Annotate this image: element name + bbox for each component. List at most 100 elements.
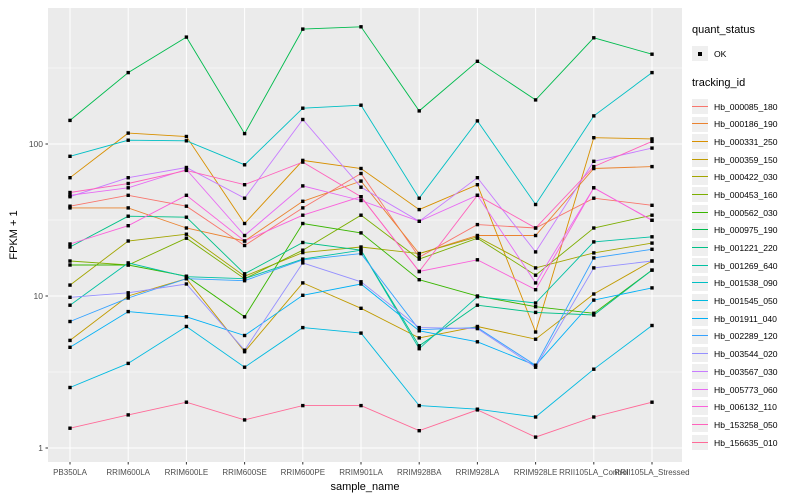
data-point: [592, 240, 596, 244]
data-point: [592, 367, 596, 371]
legend-item: Hb_153258_050: [692, 416, 798, 434]
data-point: [359, 171, 363, 176]
data-point: [650, 203, 654, 207]
legend-key-swatch: [692, 258, 708, 274]
data-point: [533, 363, 538, 367]
legend-line-icon: [692, 441, 708, 443]
data-point: [359, 282, 363, 286]
data-point: [475, 183, 480, 187]
data-point: [533, 415, 538, 419]
data-point: [126, 291, 130, 295]
legend-item-label: Hb_005773_060: [714, 384, 778, 395]
data-point: [533, 288, 538, 292]
data-point: [301, 258, 305, 262]
legend-key-swatch: [692, 399, 708, 415]
legend-quant-status: quant_status OK: [692, 24, 798, 63]
data-point: [301, 248, 305, 252]
data-point: [359, 245, 363, 249]
data-point: [68, 385, 72, 390]
data-point: [417, 269, 421, 274]
data-point: [417, 347, 421, 351]
data-point: [301, 261, 305, 265]
data-point: [184, 215, 189, 219]
data-point: [68, 319, 72, 324]
data-point: [359, 306, 363, 310]
data-point: [242, 279, 247, 283]
x-tick-label: RRII105LA_Control: [559, 468, 629, 477]
data-point: [242, 277, 247, 281]
data-point: [126, 361, 130, 366]
data-point: [592, 226, 596, 230]
legend-item-ok: OK: [692, 45, 798, 63]
data-point: [650, 218, 654, 222]
data-point: [475, 176, 480, 180]
data-point: [301, 199, 305, 203]
legend-item-label: OK: [714, 48, 727, 59]
data-point: [242, 272, 247, 276]
data-point: [359, 166, 363, 171]
data-point: [126, 263, 130, 267]
data-point: [417, 429, 421, 433]
legend-item: Hb_000422_030: [692, 168, 798, 186]
data-point: [533, 250, 538, 254]
data-point: [650, 241, 654, 245]
data-point: [68, 345, 72, 349]
data-point: [68, 154, 72, 158]
data-point: [417, 403, 421, 408]
data-point: [650, 137, 654, 141]
legend-item-label: Hb_000331_250: [714, 136, 778, 147]
data-point: [417, 207, 421, 212]
data-point: [242, 196, 247, 200]
data-point: [592, 266, 596, 270]
legend-item-label: Hb_001545_050: [714, 296, 778, 307]
data-point: [301, 293, 305, 297]
data-point: [68, 426, 72, 430]
data-point: [417, 336, 421, 340]
data-point: [184, 236, 189, 240]
legend-key-swatch: [692, 435, 708, 451]
legend-item: Hb_003544_020: [692, 345, 798, 363]
data-point: [533, 310, 538, 315]
data-point: [126, 413, 130, 417]
data-point: [533, 266, 538, 270]
legend-line-icon: [692, 229, 708, 231]
data-point: [417, 278, 421, 282]
data-point: [592, 114, 596, 118]
data-point: [359, 185, 363, 189]
data-point: [592, 251, 596, 255]
y-tick-label: 10: [34, 291, 44, 301]
data-point: [533, 233, 538, 238]
data-point: [184, 275, 189, 279]
legend-item: Hb_000331_250: [692, 133, 798, 151]
y-tick-label: 100: [29, 139, 43, 149]
data-point: [126, 294, 130, 298]
legend-item-label: Hb_003567_030: [714, 366, 778, 377]
x-tick-label: PB350LA: [53, 468, 87, 477]
legend-item-label: Hb_156635_010: [714, 437, 778, 448]
data-point: [592, 164, 596, 169]
data-point: [592, 292, 596, 296]
data-point: [68, 303, 72, 307]
data-point: [417, 344, 421, 348]
data-point: [475, 258, 480, 262]
data-point: [592, 36, 596, 40]
legend-item: Hb_001911_040: [692, 310, 798, 328]
data-point: [592, 159, 596, 163]
data-point: [126, 186, 130, 190]
data-point: [592, 313, 596, 317]
data-point: [68, 206, 72, 210]
legend-item-label: Hb_000453_160: [714, 189, 778, 200]
data-point: [242, 243, 247, 248]
legend-line-icon: [692, 406, 708, 408]
data-point: [533, 226, 538, 230]
data-point: [301, 160, 305, 164]
data-point: [533, 305, 538, 309]
data-point: [359, 179, 363, 183]
legend-key-swatch: [692, 328, 708, 344]
legend-line-icon: [692, 282, 708, 284]
data-point: [417, 109, 421, 113]
data-point: [475, 119, 480, 123]
legend-item-label: Hb_001221_220: [714, 243, 778, 254]
data-point: [301, 184, 305, 188]
legend-key-swatch: [692, 205, 708, 221]
